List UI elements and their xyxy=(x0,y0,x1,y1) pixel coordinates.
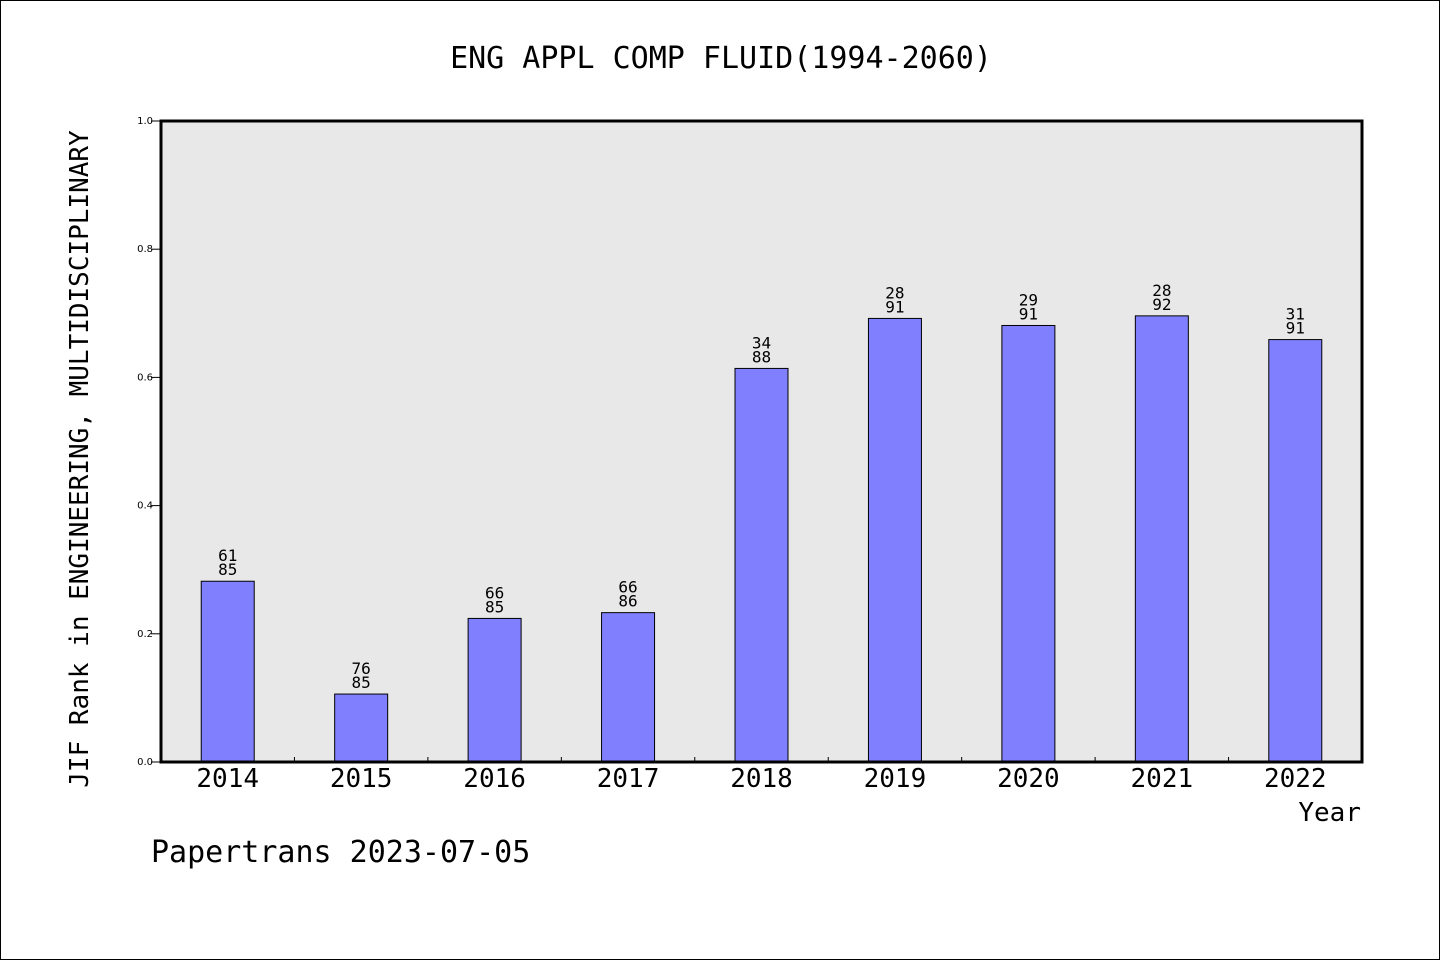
bar-total-label: 91 xyxy=(885,297,904,316)
bar-rank-label: 28 xyxy=(885,283,904,302)
bar-total-label: 85 xyxy=(485,597,504,616)
bar-rank-label: 34 xyxy=(752,333,771,352)
footer-text: Papertrans 2023-07-05 xyxy=(151,835,531,870)
bar-rank-label: 31 xyxy=(1286,305,1305,324)
bar-rank-label: 29 xyxy=(1019,290,1038,309)
y-tick-label: 0.6 xyxy=(137,372,153,383)
bar-rank-label: 61 xyxy=(218,546,237,565)
bar-2022 xyxy=(1268,339,1323,763)
y-axis: 0.0 0.2 0.4 0.6 0.8 1.0 xyxy=(137,116,161,768)
x-tick-label: 2021 xyxy=(1131,764,1194,794)
bar-rank-label: 76 xyxy=(352,659,371,678)
bar-2019 xyxy=(867,317,922,763)
bar-total-label: 85 xyxy=(218,560,237,579)
bar-2016 xyxy=(467,617,522,763)
x-tick-label: 2019 xyxy=(864,764,927,794)
x-tick-label: 2016 xyxy=(463,764,526,794)
bar-2020 xyxy=(1001,324,1056,763)
bar-2021 xyxy=(1134,315,1189,763)
y-tick-label: 0.2 xyxy=(137,629,153,640)
x-tick-label: 2018 xyxy=(730,764,793,794)
bar-2017 xyxy=(601,612,656,763)
bar-rank-label: 66 xyxy=(618,578,637,597)
x-tick-label: 2014 xyxy=(196,764,259,794)
bar-total-label: 88 xyxy=(752,347,771,366)
x-tick-label: 2017 xyxy=(597,764,660,794)
bar-total-label: 92 xyxy=(1152,295,1171,314)
x-axis-label: Year xyxy=(1298,798,1361,828)
bar-rank-label: 66 xyxy=(485,583,504,602)
bar-total-label: 91 xyxy=(1019,304,1038,323)
y-axis-label: JIF Rank in ENGINEERING, MULTIDISCIPLINA… xyxy=(65,130,95,788)
y-tick-label: 0.8 xyxy=(137,244,153,255)
y-tick-label: 0.4 xyxy=(137,501,153,512)
y-tick-label: 1.0 xyxy=(137,116,153,127)
bar-total-label: 86 xyxy=(618,592,637,611)
bar-2015 xyxy=(334,693,389,763)
chart-title: ENG APPL COMP FLUID(1994-2060) xyxy=(450,41,992,76)
x-tick-label: 2022 xyxy=(1264,764,1327,794)
plot-border xyxy=(159,119,1364,764)
bar-rank-label: 28 xyxy=(1152,281,1171,300)
y-tick-label: 0.0 xyxy=(137,757,153,768)
bar-2014 xyxy=(200,580,255,763)
x-tick-label: 2020 xyxy=(997,764,1060,794)
bar-total-label: 85 xyxy=(352,673,371,692)
bar-2018 xyxy=(734,367,789,763)
x-axis: 2014 2015 2016 2017 2018 2019 2020 2021 2022 xyxy=(196,757,1327,794)
x-tick-label: 2015 xyxy=(330,764,393,794)
bar-total-label: 91 xyxy=(1286,319,1305,338)
